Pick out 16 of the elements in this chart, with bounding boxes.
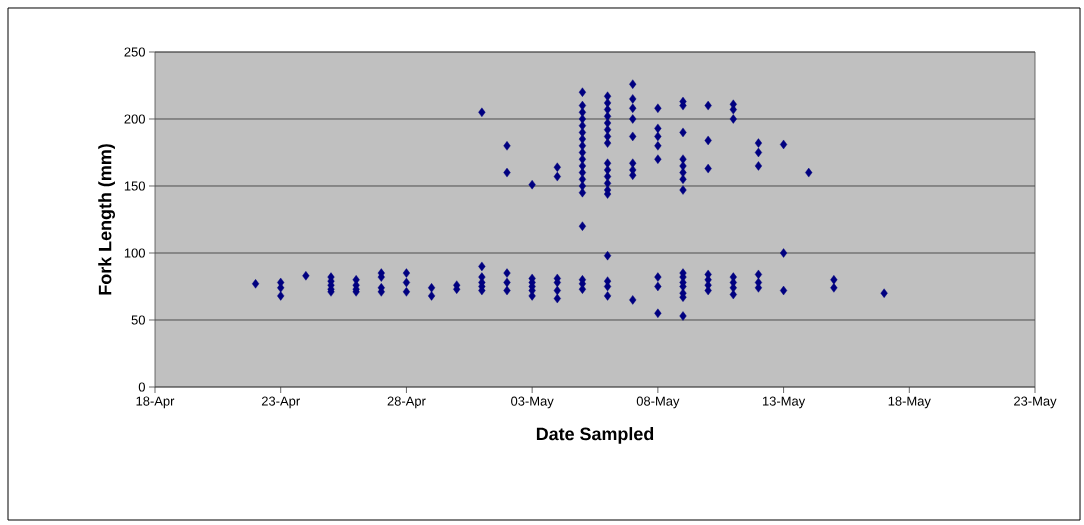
x-axis-title: Date Sampled: [536, 427, 654, 444]
x-tick-label: 18-May: [888, 396, 931, 409]
x-tick-label: 03-May: [511, 396, 554, 409]
y-tick-label: 100: [124, 248, 145, 258]
x-tick-label: 08-May: [636, 396, 680, 409]
y-tick-label: 200: [124, 114, 145, 124]
x-tick-label: 23-May: [1014, 396, 1057, 409]
x-tick-label: 13-May: [762, 396, 806, 409]
x-tick-label: 18-Apr: [136, 396, 175, 409]
y-tick-label: 250: [124, 47, 145, 57]
y-tick-label: 0: [138, 382, 145, 392]
y-tick-label: 50: [131, 315, 145, 325]
y-tick-label: 150: [124, 181, 145, 191]
x-tick-label: 23-Apr: [261, 396, 300, 409]
x-tick-label: 28-Apr: [387, 396, 426, 409]
y-axis-title: Fork Length (mm): [98, 144, 116, 295]
